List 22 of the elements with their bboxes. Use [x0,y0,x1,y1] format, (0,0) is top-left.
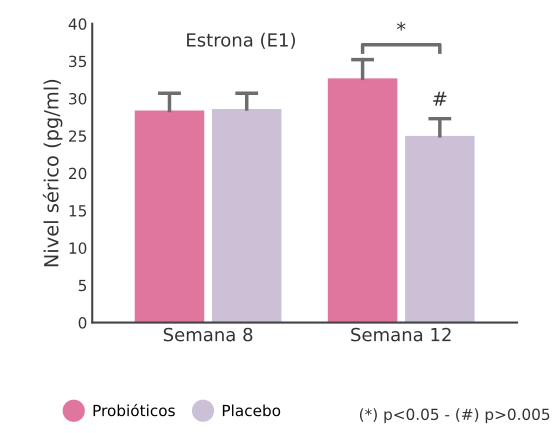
y-tick-label: 30 [69,92,86,105]
annotation: * [396,22,406,31]
y-tick-label: 40 [68,18,86,30]
legend-label: Placebo [222,404,280,416]
chart-title: Estrona (E1) [187,32,295,49]
bar [405,136,475,323]
y-tick-label: 35 [69,56,86,68]
y-tick-label: 10 [70,242,86,254]
legend-label: Probióticos [94,404,175,416]
x-tick-label: Semana 8 [164,328,252,342]
y-tick-label: 20 [69,168,86,180]
y-axis-title: Nivel sérico (pg/ml) [42,80,62,266]
y-tick-label: 25 [69,130,86,142]
annotation: # [433,92,446,106]
text: (*) p<0.05 - (#) p>0.005 [360,408,550,424]
x-tick-label: Semana 12 [351,328,451,342]
bar [134,110,204,323]
bar [212,108,282,323]
y-tick-label: 0 [78,317,86,329]
bar [328,78,398,323]
y-tick-label: 5 [78,280,86,292]
y-tick-label: 15 [70,205,86,217]
